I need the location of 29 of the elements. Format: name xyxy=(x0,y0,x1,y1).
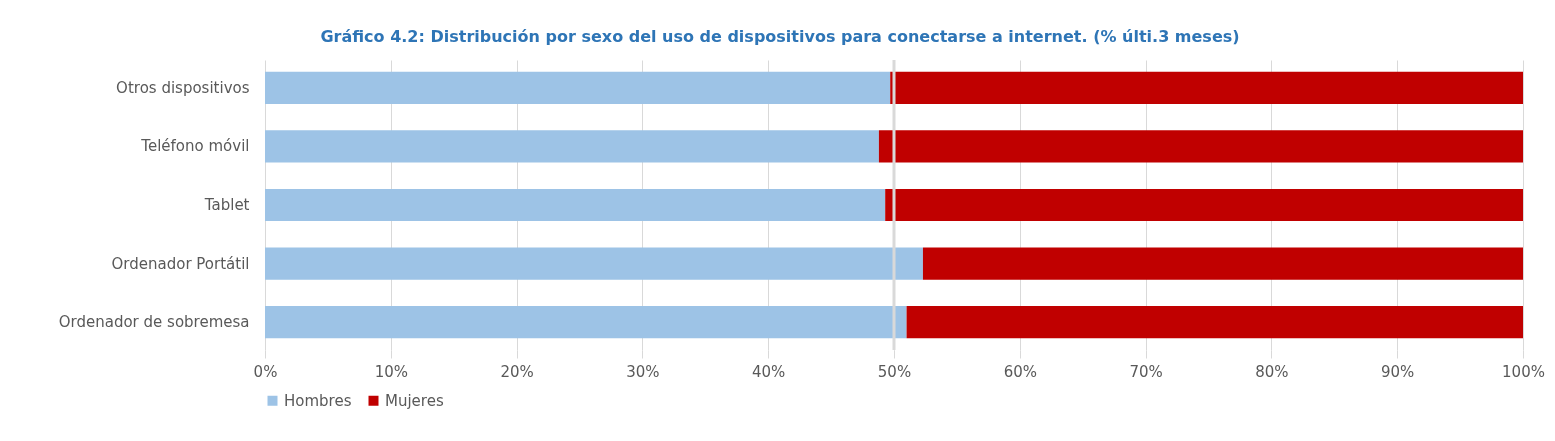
bar xyxy=(922,247,1523,280)
legend-label: Mujeres xyxy=(385,391,444,410)
y-tick-label: Tablet xyxy=(203,196,250,214)
y-tick-label: Otros dispositivos xyxy=(116,78,250,97)
bar xyxy=(265,130,879,163)
bar xyxy=(265,306,907,339)
x-tick-label: 60% xyxy=(1003,362,1037,381)
bar xyxy=(885,188,1523,222)
y-tick-label: Teléfono móvil xyxy=(140,137,250,156)
x-tick-label: 40% xyxy=(752,362,786,381)
y-tick-label: Ordenador Portátil xyxy=(111,254,250,273)
x-tick-label: 30% xyxy=(626,362,660,381)
bar xyxy=(878,130,1523,163)
bar xyxy=(265,188,886,222)
x-tick-label: 90% xyxy=(1381,362,1415,381)
bar xyxy=(265,247,923,280)
bar xyxy=(265,71,891,104)
legend-label: Hombres xyxy=(284,391,352,410)
x-tick-label: 70% xyxy=(1129,362,1163,381)
x-tick-label: 50% xyxy=(877,362,912,381)
x-tick-label: 10% xyxy=(374,362,408,381)
x-tick-label: 100% xyxy=(1502,362,1545,381)
bar xyxy=(906,306,1523,339)
bar xyxy=(890,71,1523,104)
y-tick-label: Ordenador de sobremesa xyxy=(58,313,250,332)
x-tick-label: 20% xyxy=(500,362,534,381)
x-tick-label: 80% xyxy=(1255,362,1289,381)
chart-title: Gráfico 4.2: Distribución por sexo del uso de dispositivos para conectarse a internet. (% últi.3 meses) xyxy=(320,26,1240,46)
x-tick-label: 0% xyxy=(253,362,278,381)
